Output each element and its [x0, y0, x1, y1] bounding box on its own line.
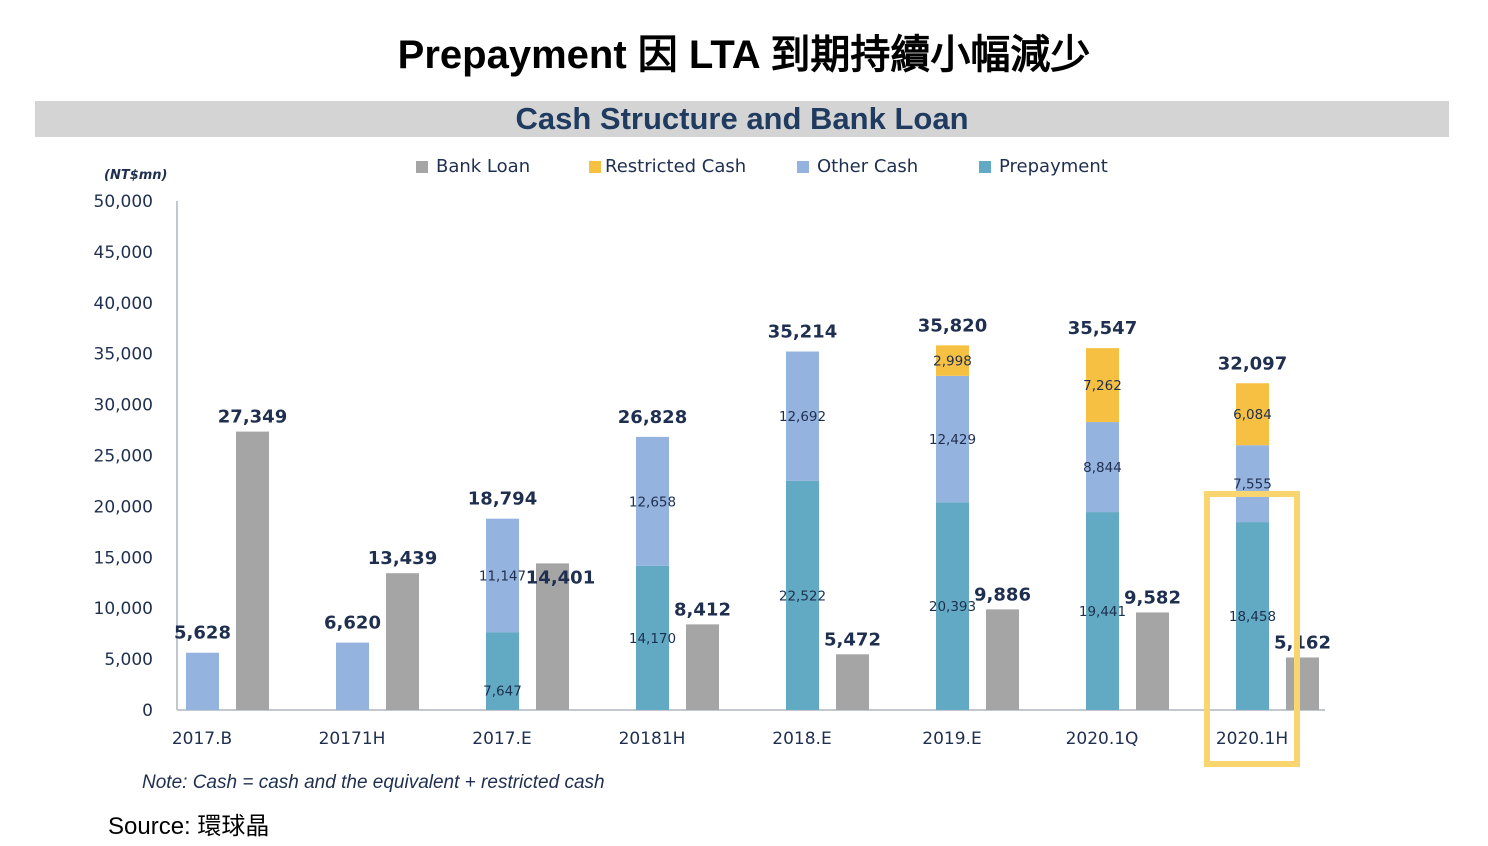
bar-prepayment: [1236, 522, 1269, 710]
y-tick-label: 5,000: [104, 650, 153, 670]
segment-data-label: 8,844: [1083, 460, 1122, 476]
y-tick-label: 40,000: [94, 294, 153, 314]
legend-swatch-prepayment: [979, 160, 991, 173]
cash-total-label: 35,547: [1068, 318, 1137, 339]
bar-bank-loan: [386, 573, 419, 710]
x-tick-label: 2020.1Q: [1066, 729, 1139, 749]
bar-restricted-cash: [1086, 348, 1119, 423]
legend-swatch-other-cash: [797, 160, 809, 173]
cash-total-label: 35,820: [918, 315, 987, 336]
segment-data-label: 7,647: [483, 684, 522, 700]
bar-prepayment: [636, 565, 669, 710]
y-tick-label: 25,000: [94, 447, 153, 467]
highlight-box: [1204, 491, 1300, 767]
segment-data-label: 7,262: [1083, 378, 1122, 394]
bar-bank-loan: [686, 624, 719, 710]
cash-total-label: 5,628: [174, 623, 231, 644]
bank-loan-label: 9,582: [1124, 587, 1181, 608]
cash-total-label: 26,828: [618, 407, 687, 428]
bar-prepayment: [936, 502, 969, 710]
bar-bank-loan: [836, 654, 869, 710]
bar-other-cash: [186, 652, 219, 710]
y-tick-label: 20,000: [94, 497, 153, 517]
bar-other-cash: [1236, 445, 1269, 523]
segment-data-label: 12,429: [929, 432, 976, 448]
legend-item-prepayment: Prepayment: [979, 156, 1108, 177]
y-tick-label: 15,000: [94, 548, 153, 568]
y-tick-label: 50,000: [94, 192, 153, 212]
chart-title: Cash Structure and Bank Loan: [515, 101, 969, 136]
x-tick-label: 2019.E: [922, 729, 981, 749]
bank-loan-label: 27,349: [218, 407, 287, 428]
cash-total-label: 18,794: [468, 489, 537, 510]
segment-data-label: 7,555: [1233, 477, 1272, 493]
bank-loan-label: 9,886: [974, 584, 1031, 605]
bar-prepayment: [786, 480, 819, 710]
cash-total-label: 32,097: [1218, 353, 1287, 374]
y-tick-label: 30,000: [94, 396, 153, 416]
source-label: Source: 環球晶: [108, 813, 270, 840]
x-tick-label: 2018.E: [772, 729, 831, 749]
legend-label: Prepayment: [999, 156, 1108, 177]
y-axis-unit-label: (NT$mn): [104, 168, 168, 183]
bank-loan-label: 5,472: [824, 629, 881, 650]
bar-prepayment: [486, 632, 519, 710]
legend-label: Restricted Cash: [605, 156, 747, 177]
bar-other-cash: [336, 642, 369, 710]
legend-swatch-restricted-cash: [589, 160, 601, 173]
legend-label: Bank Loan: [436, 156, 531, 177]
bar-other-cash: [1086, 422, 1119, 513]
cash-total-label: 35,214: [768, 322, 837, 343]
segment-data-label: 14,170: [629, 631, 676, 647]
chart-title-banner: Cash Structure and Bank Loan: [35, 101, 1449, 137]
bank-loan-label: 14,401: [526, 567, 595, 588]
x-tick-label: 2017.E: [472, 729, 531, 749]
legend-swatch-bank-loan: [416, 160, 428, 173]
bar-bank-loan: [1136, 612, 1169, 710]
bar-other-cash: [486, 518, 519, 633]
legend-item-other-cash: Other Cash: [797, 156, 918, 177]
bar-restricted-cash: [936, 345, 969, 376]
segment-data-label: 2,998: [933, 354, 972, 370]
bar-bank-loan: [1286, 657, 1319, 710]
segment-data-label: 22,522: [779, 588, 826, 604]
footnote: Note: Cash = cash and the equivalent + r…: [142, 772, 605, 793]
legend-item-restricted-cash: Restricted Cash: [589, 156, 746, 177]
bank-loan-label: 5,162: [1274, 632, 1331, 653]
segment-data-label: 12,692: [779, 409, 826, 425]
bar-other-cash: [786, 351, 819, 481]
y-tick-label: 35,000: [94, 345, 153, 365]
bar-bank-loan: [986, 609, 1019, 710]
bar-bank-loan: [236, 431, 269, 710]
bank-loan-label: 13,439: [368, 548, 437, 569]
segment-data-label: 11,147: [479, 568, 526, 584]
bar-bank-loan: [536, 563, 569, 710]
y-tick-label: 45,000: [94, 243, 153, 263]
bar-other-cash: [936, 375, 969, 503]
x-tick-label: 20181H: [619, 729, 686, 749]
legend-label: Other Cash: [817, 156, 919, 177]
bar-restricted-cash: [1236, 383, 1269, 446]
page-title: Prepayment 因 LTA 到期持續小幅減少: [397, 33, 1091, 77]
legend: Bank Loan Restricted Cash Other Cash Pre…: [0, 156, 1488, 180]
bar-other-cash: [636, 436, 669, 566]
segment-data-label: 20,393: [929, 599, 976, 615]
legend-item-bank-loan: Bank Loan: [416, 156, 530, 177]
bank-loan-label: 8,412: [674, 599, 731, 620]
x-tick-label: 2017.B: [172, 729, 232, 749]
cash-total-label: 6,620: [324, 613, 381, 634]
x-tick-label: 20171H: [319, 729, 386, 749]
segment-data-label: 6,084: [1233, 407, 1272, 423]
bar-prepayment: [1086, 512, 1119, 710]
y-tick-label: 10,000: [94, 599, 153, 619]
segment-data-label: 18,458: [1229, 609, 1276, 625]
segment-data-label: 19,441: [1079, 604, 1126, 620]
segment-data-label: 12,658: [629, 494, 676, 510]
y-tick-label: 0: [142, 701, 153, 721]
x-tick-label: 2020.1H: [1216, 729, 1288, 749]
